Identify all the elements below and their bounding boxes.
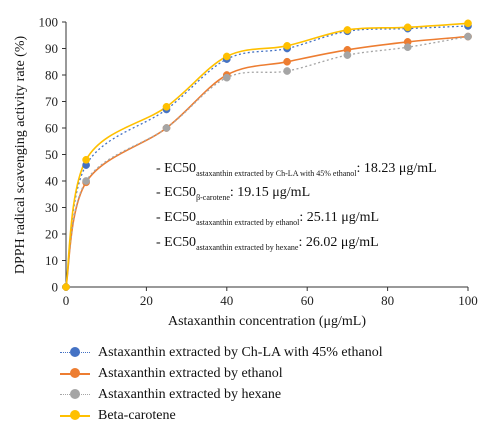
series-4-point [62, 283, 70, 291]
chart-legend: Astaxanthin extracted by Ch-LA with 45% … [60, 342, 490, 426]
y-tick-label: 70 [45, 94, 58, 109]
legend-swatch [60, 342, 90, 363]
y-tick-label: 100 [39, 15, 59, 30]
legend-item: Astaxanthin extracted by hexane [60, 384, 490, 405]
legend-swatch [60, 405, 90, 426]
series-2-point [283, 57, 291, 66]
series-4-point [283, 42, 291, 50]
y-tick-label: 50 [45, 147, 58, 162]
legend-label: Astaxanthin extracted by Ch-LA with 45% … [98, 344, 383, 360]
y-tick-label: 20 [45, 227, 58, 242]
series-3-point [283, 67, 291, 75]
x-tick-label: 100 [458, 293, 478, 308]
series-3-point [343, 51, 352, 59]
chart-series [62, 19, 472, 291]
y-tick-label: 80 [45, 68, 58, 83]
ec50-annotation: - EC50astaxanthin extracted by ethanol: … [156, 210, 379, 227]
y-axis-title: DPPH radical scavenging activity rate (%… [13, 36, 28, 275]
x-tick-label: 80 [381, 293, 394, 308]
ec50-annotation: - EC50astaxanthin extracted by Ch-LA wit… [156, 161, 437, 178]
y-tick-label: 10 [45, 253, 58, 268]
series-4-point [82, 155, 90, 164]
series-3-point [222, 73, 231, 82]
ec50-annotation: - EC50astaxanthin extracted by hexane: 2… [156, 235, 379, 252]
legend-item: Astaxanthin extracted by Ch-LA with 45% … [60, 342, 490, 363]
legend-item: Astaxanthin extracted by ethanol [60, 363, 490, 384]
legend-label: Astaxanthin extracted by ethanol [98, 365, 283, 381]
legend-swatch [60, 384, 90, 405]
ec50-annotation: - EC50β-carotene: 19.15 μg/mL [156, 185, 310, 202]
legend-item: Beta-carotene [60, 405, 490, 426]
series-4-point [222, 52, 231, 61]
series-3-point [82, 177, 90, 185]
x-tick-label: 60 [301, 293, 314, 308]
series-3-point [464, 32, 472, 41]
x-tick-label: 20 [140, 293, 153, 308]
series-4-point [343, 26, 352, 34]
legend-label: Astaxanthin extracted by hexane [98, 386, 282, 402]
legend-label: Beta-carotene [98, 407, 176, 423]
chart-annotations: - EC50astaxanthin extracted by Ch-LA wit… [156, 161, 437, 252]
chart: 0 10 20 30 40 50 60 70 80 90 100 0 20 40 60 80 100 - EC5… [13, 15, 478, 330]
x-tick-label: 0 [63, 293, 70, 308]
series-3-point [162, 124, 171, 132]
series-4-point [403, 23, 412, 32]
chart-axes: 0 10 20 30 40 50 60 70 80 90 100 0 20 40 60 80 100 [39, 15, 478, 309]
y-tick-label: 30 [45, 200, 58, 215]
x-tick-label: 40 [220, 293, 233, 308]
x-axis-title: Astaxanthin concentration (μg/mL) [168, 314, 366, 329]
y-tick-label: 60 [45, 121, 58, 136]
y-tick-label: 90 [45, 41, 58, 56]
y-tick-label: 40 [45, 174, 58, 189]
series-4-point [464, 19, 472, 28]
y-tick-label: 0 [52, 280, 59, 295]
legend-swatch [60, 363, 90, 384]
series-3-point [403, 43, 412, 52]
series-4-point [162, 102, 171, 111]
